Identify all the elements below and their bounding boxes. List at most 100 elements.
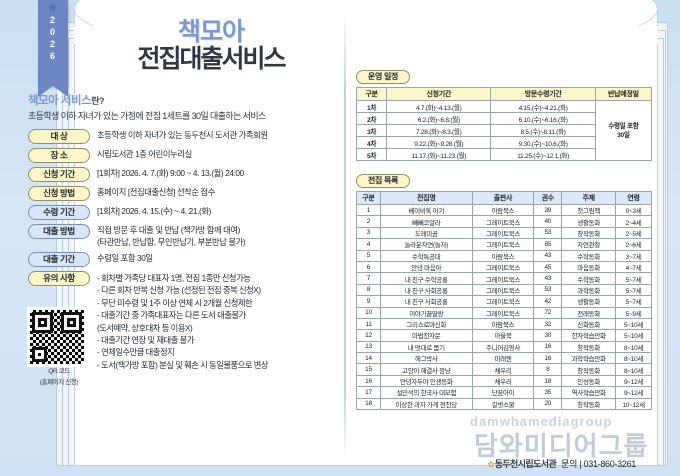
booklist-cell: 5 (356, 249, 381, 262)
schedule-cell: 9.22.(화)~9.28.(월) (386, 136, 492, 149)
booklist-cell: 16 (533, 352, 563, 365)
booklist-cell: 그레이트북스 (471, 272, 535, 285)
info-value: 시립도서관 1층 어린이누리실 (97, 148, 340, 161)
booklist-cell: 3~7세 (615, 249, 652, 262)
schedule-cell: 7.28.(화)~8.3.(월) (386, 124, 492, 137)
table-row: 12 마법천자문 아울북 30 한자학습만화 5~10세 (356, 329, 652, 342)
booklist-cell: 창작동화 (561, 340, 617, 354)
booklist-cell: 8~10세 (615, 352, 652, 365)
schedule-cell: 3차 (355, 124, 388, 137)
booklist-cell: 16 (533, 340, 563, 354)
booklist-cell: 헤그박사 (379, 352, 473, 365)
booklist-cell: 14 (356, 352, 381, 365)
booklist-cell: 9~12세 (615, 386, 652, 399)
booklist-cell: 신화동화 (561, 317, 617, 331)
booklist-cell: 도레미곰 (379, 226, 473, 240)
info-row: 수령 기간 [1회차] 2026. 4. 15.(수) ~ 4. 21.(화) (28, 205, 340, 220)
schedule-cell: 11.17.(화)~11.23.(월) (386, 148, 492, 161)
note-item: - 다른 회차 반복 신청 가능 (선정된 전집 중복 신청X) (97, 285, 261, 296)
table-row: 15 고양이 해결사 깜냥 채우리 8 창작동화 8~10세 (356, 363, 652, 376)
schedule-cell: 6.2.(화)~6.8.(월) (386, 112, 492, 125)
schedule-cell: 4.15.(수)~4.21.(화) (490, 100, 596, 113)
schedule-cell: 6.10.(수)~6.16.(화) (490, 112, 596, 125)
booklist-cell: 5~10세 (615, 329, 652, 342)
booklist-badge: 전집 목록 (356, 174, 410, 188)
booklist-cell: 내 친구 사회공룡 (379, 295, 473, 308)
booklist-cell: 마법천자문 (379, 329, 473, 342)
booklist-cell: 주니어김영사 (471, 340, 535, 354)
booklist-cell: 역사학습만화 (561, 386, 617, 399)
info-label-pill: 대출 기간 (28, 252, 90, 267)
info-value-line: (타관반납, 반납함, 무인반납기, 부분반납 불가) (97, 236, 246, 247)
booklist-cell: 그레이트북스 (471, 283, 535, 297)
booklist-cell: 2~4세 (615, 215, 652, 228)
right-column: 운영 일정 구분 신청기간 방문수령기간 반납예정일 1차 4.7.(화)~4.13.(… (355, 66, 653, 411)
booklist-cell: 9 (356, 295, 381, 308)
booklist-cell: 그레이트북스 (471, 260, 535, 274)
booklist-cell: 18 (533, 374, 563, 388)
booklist-cell: 내 친구 사회공룡 (379, 283, 473, 297)
booklist-cell: 생활동화 (561, 215, 617, 228)
booklist-cell: 베이비톡 아기 (379, 203, 473, 217)
booklist-cell: 18 (356, 397, 381, 411)
booklist-cell: 11 (356, 317, 381, 331)
booklist-cell: 설민석의 한국사 대모험 (379, 386, 473, 399)
footer-contact: 문의 | 031-860-3261 (561, 459, 636, 469)
booklist-cell: 수학동화 (561, 272, 617, 285)
booklist-cell: 53 (533, 226, 563, 240)
booklist-column-header: 출판사 (471, 191, 535, 205)
info-row: 신청 기간 [1회차] 2026. 4. 7.(화) 9:00 ~ 4. 13.(… (28, 167, 340, 182)
note-item: - 대출기간 연장 및 재대출 불가 (97, 335, 194, 346)
table-row: 2 빼빼코알라 그레이트북스 40 생활동화 2~4세 (356, 215, 652, 228)
info-value: 홈페이지 [전집대출신청] 선착순 접수 (97, 186, 340, 199)
booklist-cell: 13 (356, 340, 381, 354)
booklist-cell: 창작동화 (561, 363, 617, 376)
info-value-line: [1회차] 2026. 4. 15.(수) ~ 4. 21.(화) (97, 206, 211, 216)
booklist-cell: 마음동화 (561, 260, 617, 274)
booklist-cell: 20 (533, 397, 563, 411)
library-name: 동두천시립도서관 (494, 459, 557, 469)
notes-section: 유의 사항 QR 코드 (홈페이지 신청) - 회차별 가족당 대표자 1명, … (27, 271, 340, 387)
info-label-pill: 수령 기간 (28, 205, 90, 220)
intro-title-suffix: 란? (91, 96, 104, 106)
booklist-cell: 39 (533, 203, 563, 217)
booklist-cell: 4~7세 (615, 260, 652, 274)
ribbon-year-digit-4: 6 (49, 51, 56, 61)
booklist-column-header: 전집명 (379, 191, 473, 205)
info-label-pill: 대출 방법 (28, 224, 90, 239)
booklist-cell: 생활동화 (561, 295, 617, 308)
booklist-table: 구분 전집명 출판사 권수 주제 연령 1 베이비톡 아기 아람북스 39 첫그림책 0~3세 2 빼빼… (356, 191, 652, 411)
booklist-cell: 42 (533, 295, 563, 308)
schedule-cell: 5차 (355, 148, 388, 161)
booklist-cell: 내 친구 수학공룡 (379, 272, 473, 285)
qr-code-icon[interactable] (27, 307, 87, 367)
booklist-cell: 아람북스 (471, 249, 535, 262)
booklist-cell: 17 (356, 386, 381, 399)
info-row: 대 상 초등학생 이하 자녀가 있는 동두천시 도서관 가족회원 (28, 129, 340, 144)
schedule-table: 구분 신청기간 방문수령기간 반납예정일 1차 4.7.(화)~4.13.(월) 4.15… (355, 87, 653, 161)
booklist-cell: 아람북스 (471, 317, 535, 331)
info-value: [1회차] 2026. 4. 15.(수) ~ 4. 21.(화) (97, 205, 340, 218)
booklist-cell: 0~3세 (615, 203, 652, 217)
page-arc-mask (74, 26, 658, 44)
booklist-cell: 자연관찰 (561, 238, 617, 251)
title-main: 책모아 (177, 18, 245, 46)
qr-caption-line2: (홈페이지 신청) (39, 378, 79, 386)
notes-label-pill: 유의 사항 (28, 271, 90, 286)
table-row: 1 베이비톡 아기 아람북스 39 첫그림책 0~3세 (356, 203, 652, 217)
qr-corner-marker (32, 347, 47, 362)
note-item: - 대출기간 중 가족대표자는 다른 도서 대출불가 (97, 310, 246, 321)
info-value: 수령일 포함 30일 (97, 252, 340, 265)
info-row: 신청 방법 홈페이지 [전집대출신청] 선착순 접수 (28, 186, 340, 201)
ribbon-year-digit-1: 2 (49, 15, 56, 25)
schedule-cell: 2차 (355, 112, 388, 125)
qr-block: QR 코드 (홈페이지 신청) (27, 307, 90, 387)
poster-headline: 책모아 전집대출서비스 (86, 18, 336, 74)
table-row: 18 이상한 과자 가게 전천당 길벗스쿨 20 창작동화 10~12세 (356, 397, 652, 411)
booklist-cell: 안녕자두야 인생동화 (379, 374, 473, 388)
booklist-cell: 채우리 (471, 363, 535, 376)
